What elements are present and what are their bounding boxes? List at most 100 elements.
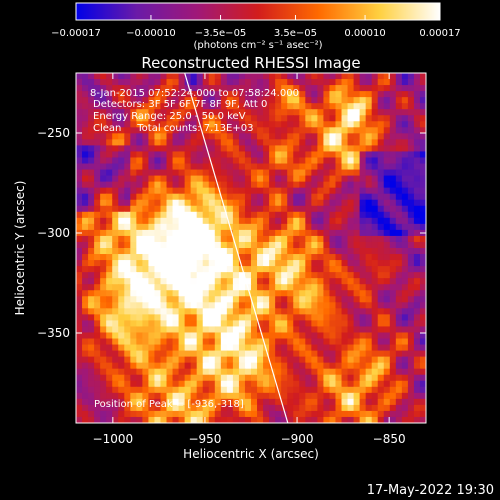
heatmap-pixel bbox=[383, 151, 391, 159]
heatmap-pixel bbox=[142, 362, 150, 370]
heatmap-pixel bbox=[196, 211, 204, 219]
heatmap-pixel bbox=[395, 296, 403, 303]
heatmap-pixel bbox=[365, 338, 373, 346]
heatmap-pixel bbox=[287, 73, 294, 80]
heatmap-pixel bbox=[407, 85, 415, 92]
heatmap-pixel bbox=[263, 85, 270, 92]
heatmap-pixel bbox=[377, 362, 385, 370]
heatmap-pixel bbox=[281, 175, 288, 183]
heatmap-pixel bbox=[407, 290, 415, 297]
heatmap-pixel bbox=[160, 85, 168, 92]
heatmap-pixel bbox=[341, 248, 349, 255]
heatmap-pixel bbox=[232, 73, 240, 80]
heatmap-pixel bbox=[395, 404, 403, 412]
heatmap-pixel bbox=[389, 211, 397, 219]
heatmap-pixel bbox=[244, 356, 252, 364]
heatmap-pixel bbox=[142, 398, 150, 406]
heatmap-pixel bbox=[214, 278, 222, 285]
y-axis-label: Heliocentric Y (arcsec) bbox=[13, 181, 27, 316]
heatmap-pixel bbox=[323, 362, 331, 370]
heatmap-pixel bbox=[220, 302, 228, 309]
heatmap-pixel bbox=[226, 217, 234, 225]
heatmap-pixel bbox=[329, 79, 337, 86]
heatmap-pixel bbox=[401, 217, 409, 225]
heatmap-pixel bbox=[389, 284, 397, 291]
heatmap-pixel bbox=[208, 416, 216, 423]
heatmap-pixel bbox=[323, 344, 331, 352]
heatmap-pixel bbox=[118, 314, 125, 322]
heatmap-pixel bbox=[214, 175, 222, 183]
heatmap-pixel bbox=[275, 344, 282, 352]
y-tick-label: −300 bbox=[37, 226, 70, 240]
heatmap-pixel bbox=[172, 97, 180, 104]
heatmap-pixel bbox=[251, 217, 258, 225]
heatmap-pixel bbox=[214, 380, 222, 388]
heatmap-pixel bbox=[82, 139, 89, 147]
heatmap-pixel bbox=[100, 127, 107, 134]
heatmap-pixel bbox=[305, 374, 312, 382]
heatmap-pixel bbox=[395, 133, 403, 140]
heatmap-pixel bbox=[401, 229, 409, 237]
heatmap-pixel bbox=[377, 392, 385, 400]
heatmap-pixel bbox=[154, 223, 162, 231]
heatmap-pixel bbox=[76, 127, 83, 134]
heatmap-pixel bbox=[100, 350, 107, 358]
heatmap-pixel bbox=[347, 380, 355, 388]
heatmap-pixel bbox=[178, 109, 186, 116]
heatmap-pixel bbox=[299, 362, 306, 370]
heatmap-pixel bbox=[251, 169, 258, 177]
heatmap-pixel bbox=[220, 278, 228, 285]
heatmap-pixel bbox=[220, 199, 228, 207]
heatmap-pixel bbox=[238, 241, 246, 249]
heatmap-pixel bbox=[287, 235, 294, 243]
heatmap-pixel bbox=[88, 350, 95, 358]
heatmap-pixel bbox=[178, 368, 186, 376]
heatmap-pixel bbox=[251, 404, 258, 412]
heatmap-pixel bbox=[335, 97, 343, 104]
heatmap-pixel bbox=[335, 127, 343, 134]
heatmap-pixel bbox=[311, 392, 318, 400]
heatmap-pixel bbox=[226, 235, 234, 243]
heatmap-pixel bbox=[293, 91, 300, 98]
heatmap-pixel bbox=[293, 320, 300, 328]
heatmap-pixel bbox=[142, 404, 150, 412]
heatmap-pixel bbox=[347, 338, 355, 346]
heatmap-pixel bbox=[311, 362, 318, 370]
heatmap-pixel bbox=[112, 157, 119, 165]
heatmap-pixel bbox=[166, 392, 174, 400]
heatmap-pixel bbox=[347, 290, 355, 297]
heatmap-pixel bbox=[275, 139, 282, 147]
heatmap-pixel bbox=[226, 308, 234, 315]
heatmap-pixel bbox=[106, 181, 113, 189]
heatmap-pixel bbox=[293, 380, 300, 388]
heatmap-pixel bbox=[413, 404, 421, 412]
heatmap-pixel bbox=[395, 205, 403, 213]
heatmap-pixel bbox=[305, 248, 312, 255]
heatmap-pixel bbox=[341, 175, 349, 183]
heatmap-pixel bbox=[136, 91, 143, 98]
heatmap-pixel bbox=[293, 410, 300, 418]
heatmap-pixel bbox=[257, 169, 264, 177]
heatmap-pixel bbox=[275, 229, 282, 237]
heatmap-pixel bbox=[226, 151, 234, 159]
heatmap-pixel bbox=[142, 79, 150, 86]
heatmap-pixel bbox=[269, 332, 276, 340]
heatmap-pixel bbox=[293, 187, 300, 195]
heatmap-pixel bbox=[377, 284, 385, 291]
heatmap-pixel bbox=[202, 223, 210, 231]
heatmap-pixel bbox=[311, 79, 318, 86]
heatmap-pixel bbox=[172, 332, 180, 340]
heatmap-pixel bbox=[184, 332, 192, 340]
heatmap-pixel bbox=[323, 260, 331, 267]
heatmap-pixel bbox=[118, 229, 125, 237]
heatmap-pixel bbox=[118, 223, 125, 231]
heatmap-pixel bbox=[232, 199, 240, 207]
heatmap-pixel bbox=[329, 85, 337, 92]
heatmap-pixel bbox=[419, 416, 426, 423]
heatmap-pixel bbox=[251, 229, 258, 237]
heatmap-pixel bbox=[293, 235, 300, 243]
heatmap-pixel bbox=[341, 163, 349, 171]
heatmap-pixel bbox=[76, 241, 83, 249]
heatmap-pixel bbox=[347, 229, 355, 237]
heatmap-pixel bbox=[329, 350, 337, 358]
